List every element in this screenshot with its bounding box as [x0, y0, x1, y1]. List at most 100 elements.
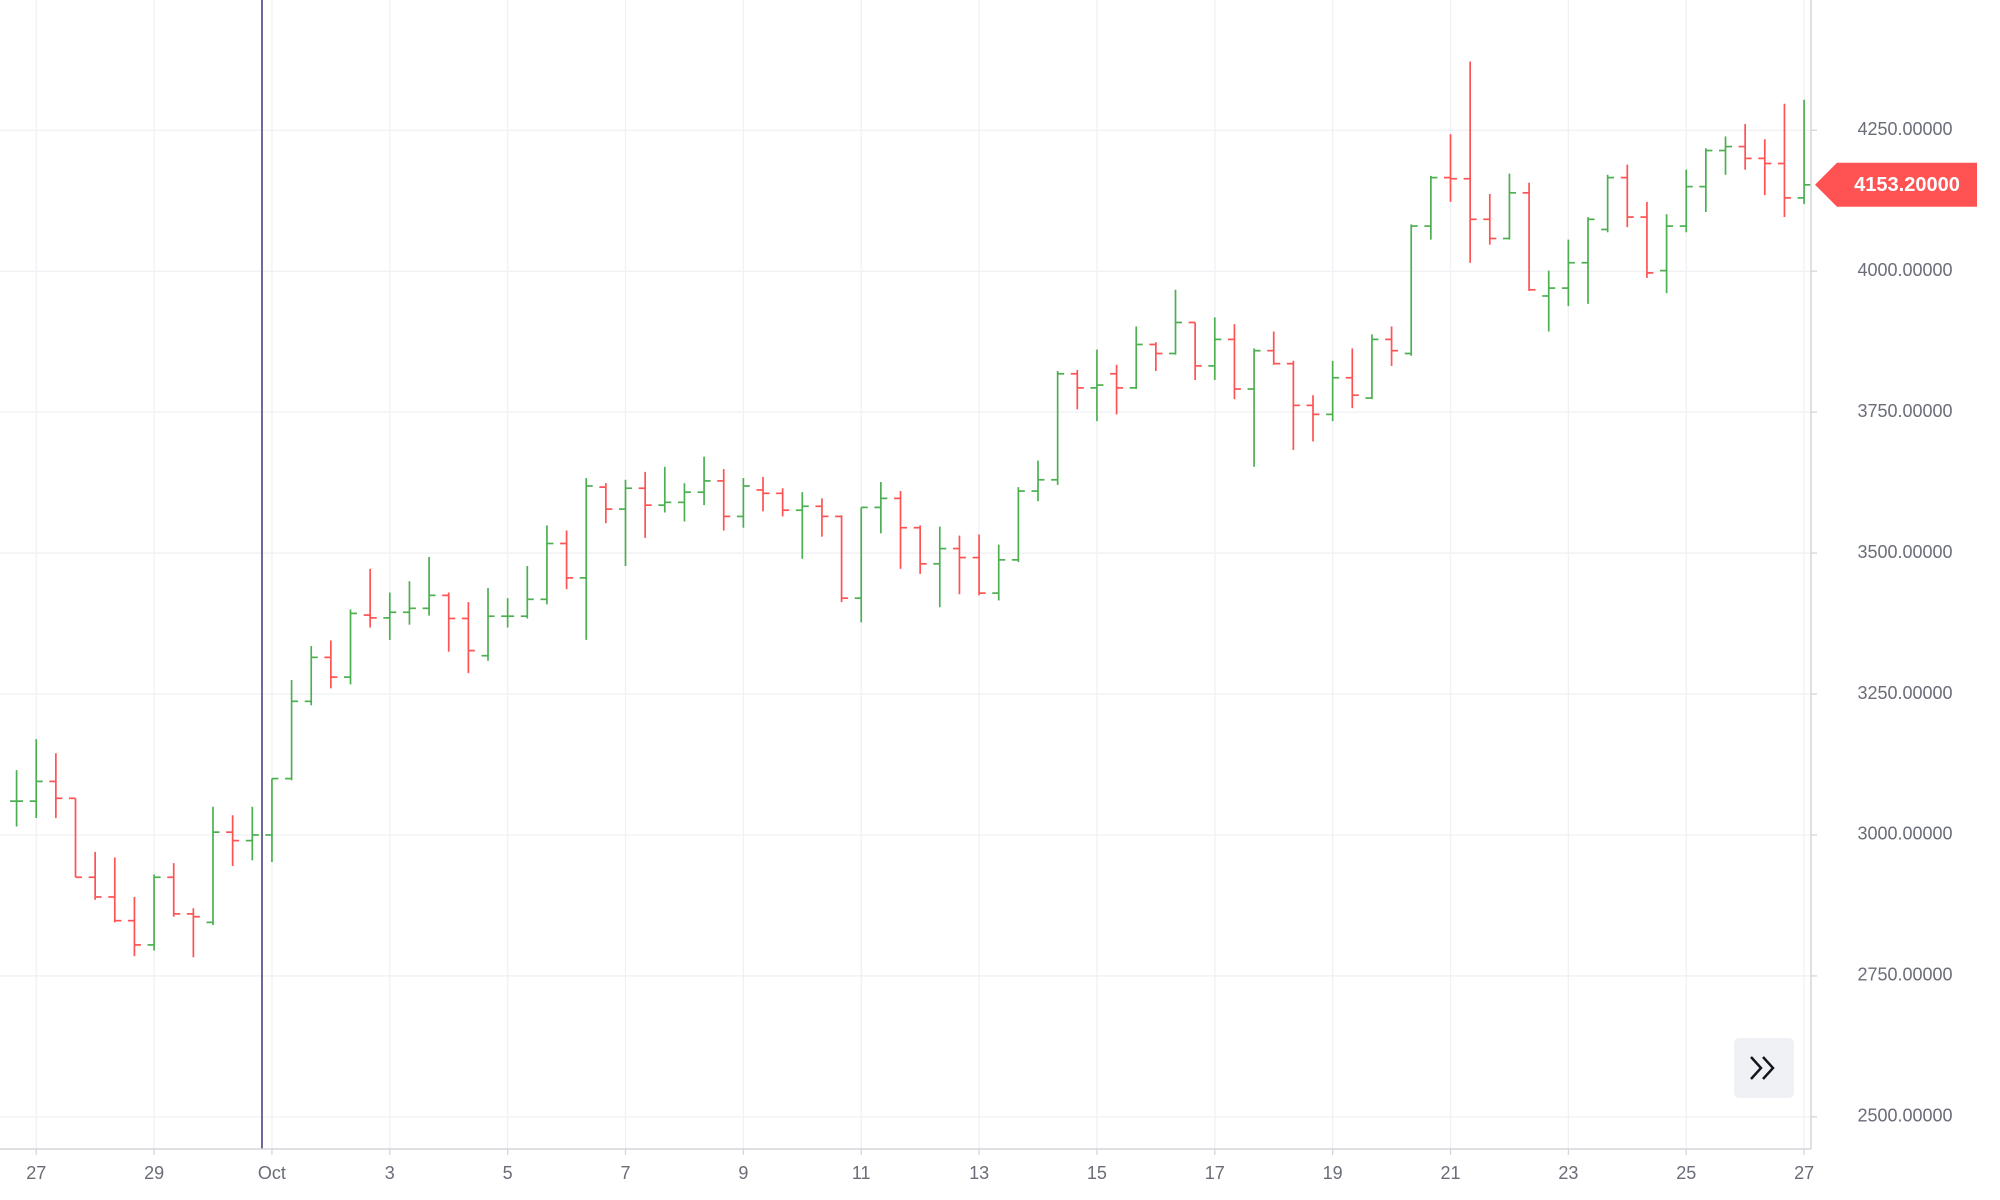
- ohlc-bar: [49, 753, 63, 819]
- x-tick-label: 7: [621, 1163, 631, 1183]
- x-tick-label: 9: [738, 1163, 748, 1183]
- last-price-label: 4153.20000: [1854, 174, 1960, 196]
- ohlc-bar: [206, 806, 220, 926]
- ohlc-bar: [1188, 321, 1202, 380]
- ohlc-bar: [1326, 360, 1340, 422]
- ohlc-bar: [402, 581, 416, 625]
- ohlc-bar: [560, 530, 574, 590]
- ohlc-bar: [874, 482, 888, 534]
- ohlc-bar: [776, 488, 790, 517]
- x-tick-label: 11: [852, 1163, 871, 1183]
- y-tick-label: 4000.00000: [1857, 260, 1952, 280]
- ohlc-bar: [285, 679, 299, 781]
- x-tick-label: 3: [385, 1163, 395, 1183]
- y-tick-label: 3000.00000: [1857, 824, 1952, 844]
- ohlc-bar: [520, 566, 534, 619]
- ohlc-bar: [658, 466, 672, 513]
- ohlc-bar: [795, 492, 809, 559]
- ohlc-bar: [1051, 370, 1065, 485]
- y-tick-label: 3500.00000: [1857, 542, 1952, 562]
- button-icon[interactable]: [1750, 1056, 1775, 1080]
- grid-layer: [0, 0, 1811, 1149]
- ohlc-bar: [1797, 99, 1811, 205]
- x-tick-label: 27: [1794, 1163, 1814, 1183]
- ohlc-bar: [363, 568, 377, 628]
- ohlc-bar: [1679, 169, 1693, 233]
- x-tick-label: 27: [26, 1163, 46, 1183]
- ohlc-bar: [69, 797, 83, 879]
- ohlc-bar: [1385, 326, 1399, 366]
- ohlc-bar: [952, 535, 966, 595]
- ohlc-bar: [1444, 134, 1458, 202]
- ohlc-bar: [1502, 173, 1516, 240]
- ohlc-bar: [29, 739, 43, 819]
- x-tick-label: 25: [1676, 1163, 1696, 1183]
- ohlc-bar: [1522, 182, 1536, 291]
- ohlc-bar: [697, 456, 711, 506]
- label-layer: 2500.00000 2750.00000 3000.00000 3250.00000…: [26, 119, 1977, 1183]
- ohlc-bar: [1208, 317, 1222, 380]
- ohlc-bar: [1365, 334, 1379, 400]
- ohlc-bar: [913, 525, 927, 574]
- ohlc-bar: [1542, 270, 1556, 332]
- ohlc-bar: [1227, 324, 1241, 400]
- y-tick-label: 2750.00000: [1857, 965, 1952, 985]
- ohlc-bar: [1483, 193, 1497, 245]
- ohlc-bar: [1424, 175, 1438, 240]
- ohlc-bar: [619, 479, 633, 567]
- x-tick-label: 17: [1205, 1163, 1225, 1183]
- ohlc-bar: [1031, 460, 1045, 502]
- ohlc-bar: [127, 896, 141, 957]
- scroll-to-latest-button[interactable]: [1734, 1038, 1794, 1098]
- ohlc-bar: [422, 557, 436, 616]
- y-tick-label: 2500.00000: [1857, 1106, 1952, 1126]
- ohlc-bar: [579, 478, 593, 640]
- ohlc-bar: [1719, 136, 1733, 175]
- ohlc-bar: [344, 609, 358, 685]
- ohlc-bar: [461, 602, 475, 674]
- ohlc-bar: [1581, 217, 1595, 304]
- x-tick-label: 23: [1558, 1163, 1578, 1183]
- ohlc-bar: [1561, 239, 1575, 307]
- last-price-tag: [1815, 162, 1977, 207]
- ohlc-bar: [88, 851, 102, 900]
- ohlc-bar: [933, 526, 947, 608]
- ohlc-bar: [186, 908, 200, 958]
- ohlc-bar: [265, 777, 279, 863]
- ohlc-bar: [167, 863, 181, 917]
- ohlc-bar: [638, 471, 652, 538]
- ohlc-bar: [1345, 348, 1359, 409]
- ohlc-bar: [815, 498, 829, 537]
- ohlc-bar: [304, 646, 318, 706]
- ohlc-bar: [442, 592, 456, 652]
- ohlc-bar: [677, 483, 691, 522]
- y-tick-label: 4250.00000: [1857, 119, 1952, 139]
- ohlc-bar: [1129, 326, 1143, 390]
- ohlc-bar: [1463, 61, 1477, 263]
- y-tick-label: 3750.00000: [1857, 401, 1952, 421]
- ohlc-bar: [108, 857, 122, 923]
- ohlc-bar: [1699, 148, 1713, 212]
- ohlc-bar: [736, 478, 750, 528]
- ohlc-bar: [147, 874, 161, 951]
- ohlc-bar: [756, 476, 770, 512]
- ohlc-bar: [992, 544, 1006, 601]
- ohlc-bar: [972, 534, 986, 596]
- ohlc-bar: [1404, 224, 1418, 356]
- ohlc-bar: [1738, 124, 1752, 170]
- ohlc-bar: [599, 483, 613, 524]
- ohlc-bar: [1110, 364, 1124, 415]
- ohlc-bar: [324, 640, 338, 689]
- ohlc-bar: [1620, 164, 1634, 228]
- ohlc-bar: [226, 815, 240, 866]
- ohlc-bar: [1640, 201, 1654, 278]
- y-tick-label: 3250.00000: [1857, 683, 1952, 703]
- ohlc-bar: [383, 592, 397, 640]
- ohlc-bar: [835, 515, 849, 603]
- ohlc-bar: [1306, 395, 1320, 442]
- button-background[interactable]: [1734, 1038, 1794, 1098]
- x-tick-label: 5: [503, 1163, 513, 1183]
- ohlc-bar: [1777, 103, 1791, 218]
